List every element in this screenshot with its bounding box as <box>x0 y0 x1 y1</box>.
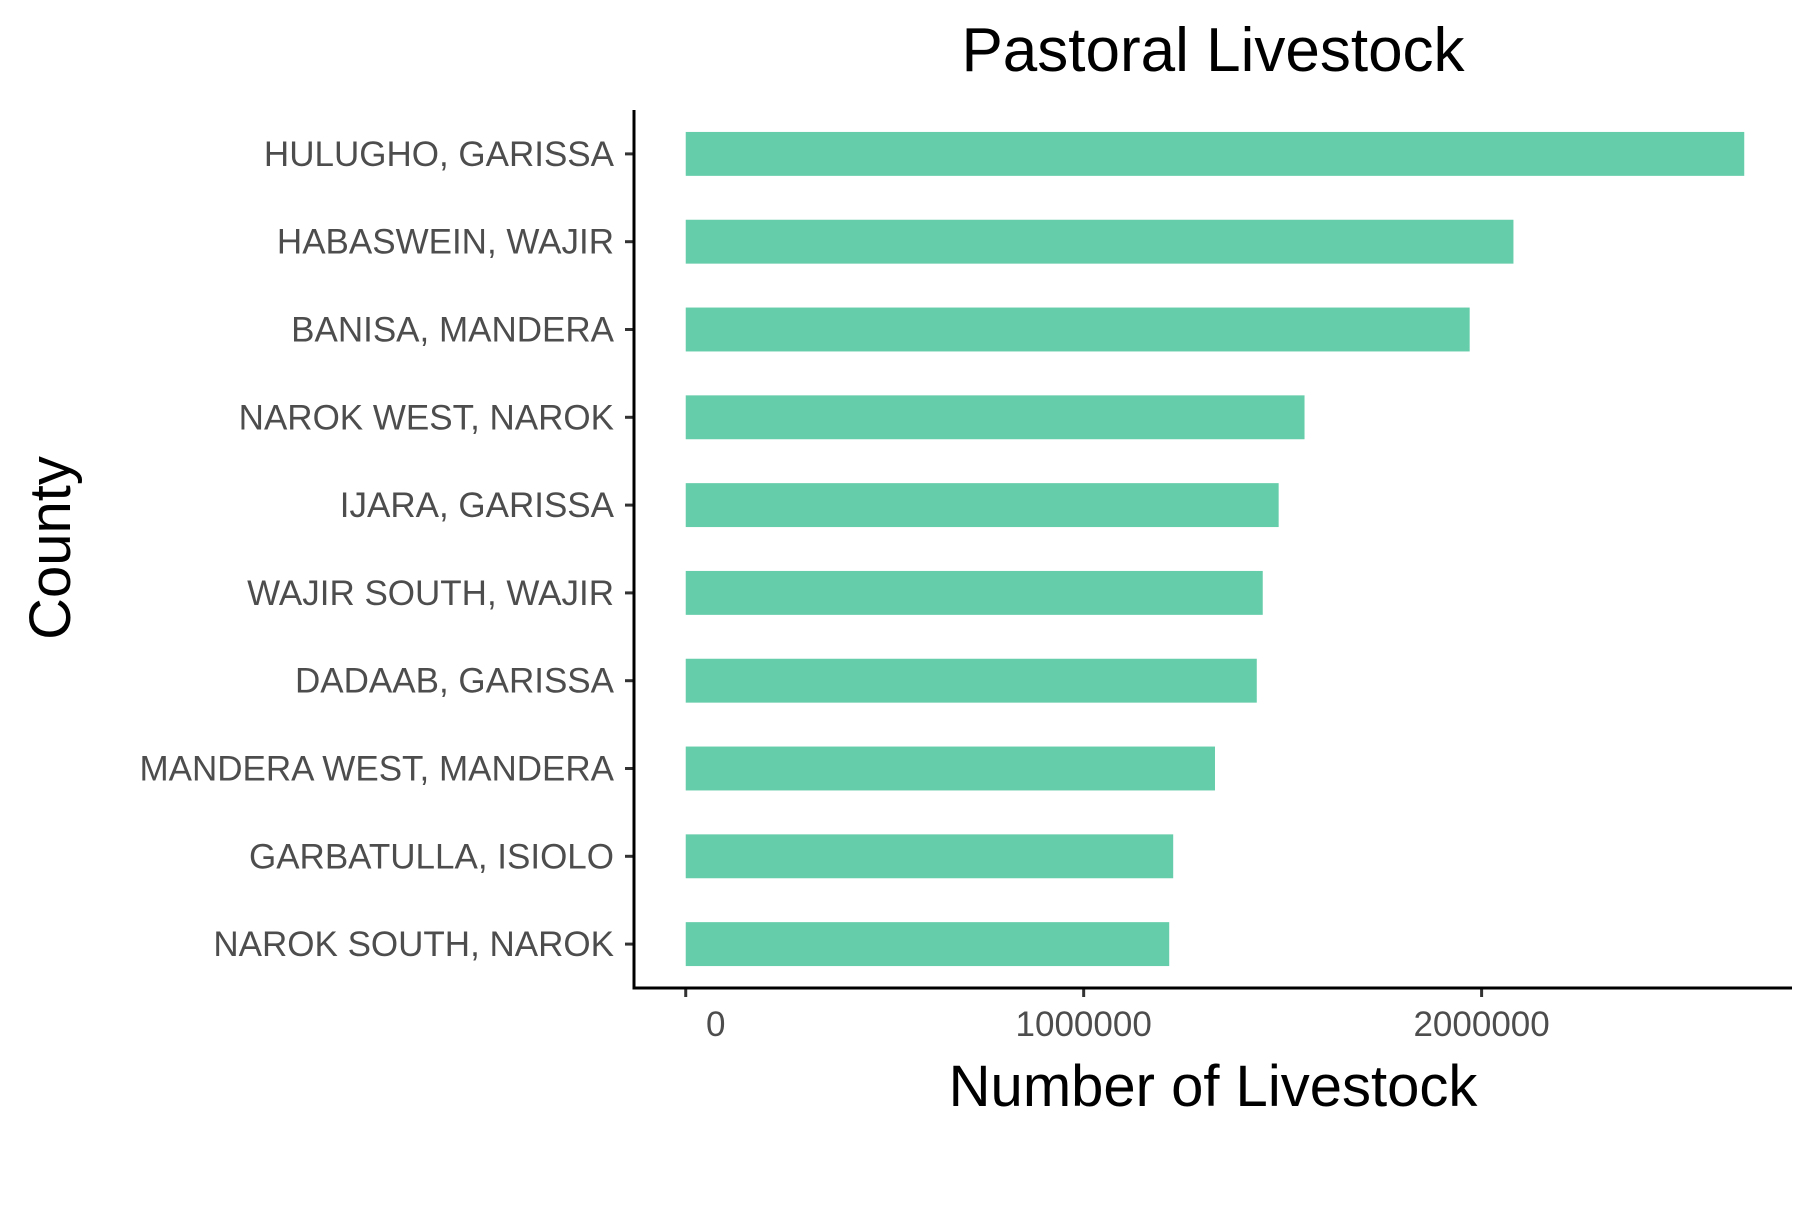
bar-narok-west-narok <box>685 395 1305 440</box>
chart-title: Pastoral Livestock <box>961 16 1465 85</box>
y-tick-label: NAROK WEST, NAROK <box>239 398 614 437</box>
x-axis-ticks: 0 1000000 2000000 <box>684 988 1550 1044</box>
y-axis-ticks: HULUGHO, GARISSA HABASWEIN, WAJIR BANISA, … <box>140 135 634 964</box>
y-tick-label: MANDERA WEST, MANDERA <box>140 750 615 789</box>
bar-ijara-garissa <box>685 483 1279 528</box>
bar-wajir-south-wajir <box>685 570 1263 615</box>
bar-garbatulla-isiolo <box>685 834 1174 879</box>
bar-habaswein-wajir <box>685 219 1514 264</box>
y-tick-label: DADAAB, GARISSA <box>295 662 615 701</box>
y-axis-title: County <box>18 456 83 640</box>
y-tick-label: IJARA, GARISSA <box>340 486 615 525</box>
bar-mandera-west-mandera <box>685 746 1215 791</box>
y-tick-label: HULUGHO, GARISSA <box>264 135 615 174</box>
x-tick-label: 2000000 <box>1413 1005 1549 1044</box>
bars <box>685 131 1745 967</box>
x-axis-title: Number of Livestock <box>949 1054 1479 1119</box>
y-tick-label: HABASWEIN, WAJIR <box>277 223 614 262</box>
x-tick-label: 0 <box>706 1005 725 1044</box>
bar-hulugho-garissa <box>685 131 1745 176</box>
y-tick-label: WAJIR SOUTH, WAJIR <box>247 574 614 613</box>
x-tick-label: 1000000 <box>1016 1005 1152 1044</box>
y-tick-label: NAROK SOUTH, NAROK <box>213 925 614 964</box>
y-tick-label: BANISA, MANDERA <box>291 311 614 350</box>
y-tick-label: GARBATULLA, ISIOLO <box>249 837 614 876</box>
bar-narok-south-narok <box>685 922 1170 967</box>
bar-banisa-mandera <box>685 307 1470 352</box>
bar-dadaab-garissa <box>685 658 1257 703</box>
